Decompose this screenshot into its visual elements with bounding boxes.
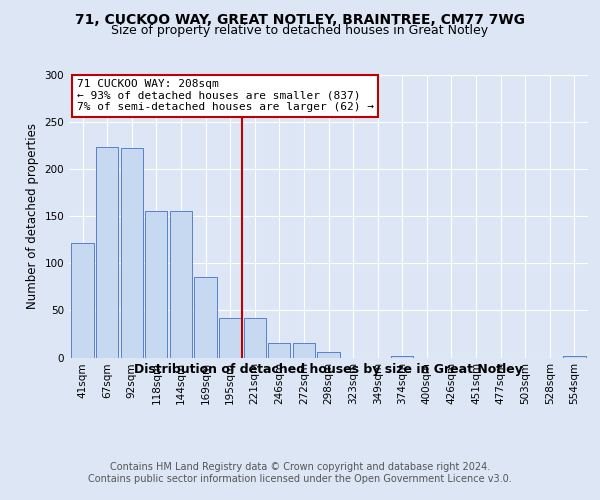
Text: 71 CUCKOO WAY: 208sqm
← 93% of detached houses are smaller (837)
7% of semi-deta: 71 CUCKOO WAY: 208sqm ← 93% of detached … [77, 79, 374, 112]
Bar [71, 242, 94, 358]
Y-axis label: Number of detached properties: Number of detached properties [26, 123, 39, 309]
Bar [317, 352, 340, 358]
Bar [219, 318, 241, 358]
Bar [170, 210, 192, 358]
Text: Distribution of detached houses by size in Great Notley: Distribution of detached houses by size … [134, 362, 523, 376]
Text: 71, CUCKOO WAY, GREAT NOTLEY, BRAINTREE, CM77 7WG: 71, CUCKOO WAY, GREAT NOTLEY, BRAINTREE,… [75, 12, 525, 26]
Bar [194, 278, 217, 357]
Bar [244, 318, 266, 358]
Bar [391, 356, 413, 358]
Bar [268, 344, 290, 357]
Bar [293, 344, 315, 357]
Bar [121, 148, 143, 358]
Bar [96, 146, 118, 358]
Text: Contains HM Land Registry data © Crown copyright and database right 2024.
Contai: Contains HM Land Registry data © Crown c… [88, 462, 512, 484]
Bar [563, 356, 586, 358]
Bar [145, 210, 167, 358]
Text: Size of property relative to detached houses in Great Notley: Size of property relative to detached ho… [112, 24, 488, 37]
